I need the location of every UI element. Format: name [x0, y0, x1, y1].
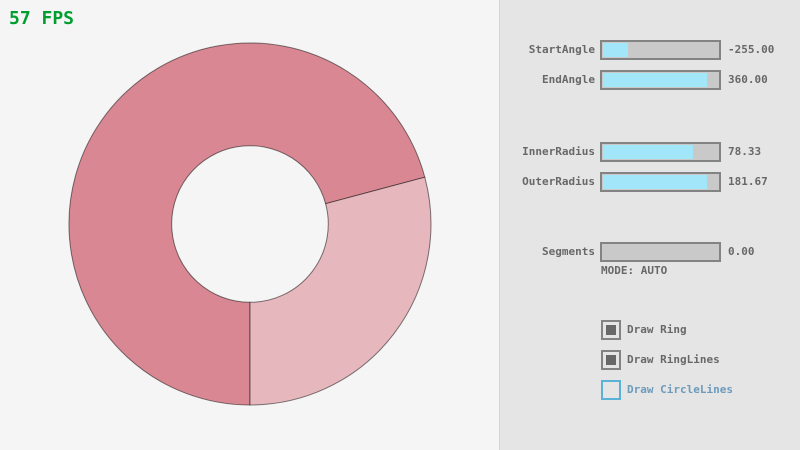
- slider-row-segments: Segments 0.00: [500, 242, 800, 262]
- slider-value: 0.00: [728, 245, 755, 258]
- checkbox-row-draw-ring: Draw Ring: [500, 320, 800, 340]
- slider-row-outerradius: OuterRadius 181.67: [500, 172, 800, 192]
- slider-value: 181.67: [728, 175, 768, 188]
- slider-row-startangle: StartAngle -255.00: [500, 40, 800, 60]
- ring-overlap-dark: [68, 42, 426, 406]
- checkbox-row-draw-circlelines: Draw CircleLines: [500, 380, 800, 400]
- ring-chart: [68, 42, 432, 406]
- checkbox-label: Draw Ring: [627, 323, 687, 336]
- checkbox-row-draw-ringlines: Draw RingLines: [500, 350, 800, 370]
- slider-value: 360.00: [728, 73, 768, 86]
- checkbox-check-mark: [606, 385, 616, 395]
- control-panel: StartAngle -255.00 EndAngle 360.00 Inner…: [499, 0, 800, 450]
- outerradius-slider[interactable]: [600, 172, 721, 192]
- ring-single-light: [249, 176, 432, 406]
- slider-label: OuterRadius: [522, 175, 595, 188]
- fps-counter: 57 FPS: [9, 8, 75, 29]
- slider-value: 78.33: [728, 145, 762, 158]
- checkbox-check-mark: [606, 325, 616, 335]
- checkbox-label: Draw RingLines: [627, 353, 720, 366]
- slider-fill: [603, 175, 708, 189]
- slider-fill: [603, 73, 707, 87]
- innerradius-slider[interactable]: [600, 142, 721, 162]
- segments-slider[interactable]: [600, 242, 721, 262]
- draw-ringlines-checkbox[interactable]: [601, 350, 621, 370]
- slider-row-innerradius: InnerRadius 78.33: [500, 142, 800, 162]
- ring-canvas: 57 FPS: [9, 8, 432, 406]
- mode-label: MODE: AUTO: [601, 264, 668, 277]
- slider-fill: [603, 43, 628, 57]
- slider-label: InnerRadius: [522, 145, 595, 158]
- draw-circlelines-checkbox[interactable]: [601, 380, 621, 400]
- slider-label: EndAngle: [542, 73, 595, 86]
- slider-row-endangle: EndAngle 360.00: [500, 70, 800, 90]
- checkbox-label: Draw CircleLines: [627, 383, 733, 396]
- slider-label: Segments: [542, 245, 595, 258]
- slider-value: -255.00: [728, 43, 775, 56]
- draw-ring-checkbox[interactable]: [601, 320, 621, 340]
- endangle-slider[interactable]: [600, 70, 721, 90]
- slider-fill: [603, 145, 693, 159]
- slider-label: StartAngle: [528, 43, 595, 56]
- startangle-slider[interactable]: [600, 40, 721, 60]
- checkbox-check-mark: [606, 355, 616, 365]
